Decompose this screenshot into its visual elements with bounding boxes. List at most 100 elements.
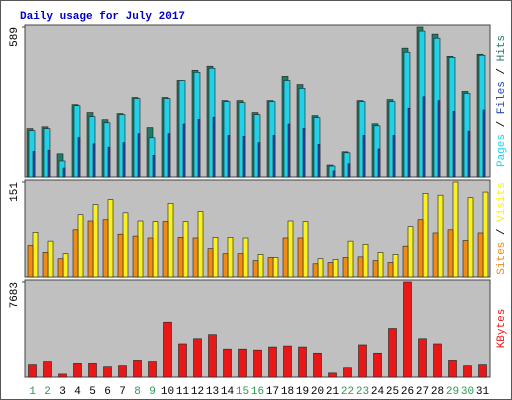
x-tick-label: 3	[59, 386, 66, 398]
bar	[152, 221, 159, 278]
bar	[297, 237, 304, 278]
legend-entry: Sites	[496, 242, 508, 275]
bar	[47, 240, 54, 278]
x-tick-label: 20	[311, 386, 324, 398]
bar	[422, 193, 429, 278]
bar	[252, 260, 259, 278]
bar	[388, 328, 397, 378]
x-tick-label: 13	[206, 386, 219, 398]
bar	[433, 343, 442, 378]
bar	[467, 197, 474, 278]
x-tick-label: 7	[119, 386, 126, 398]
bar	[197, 211, 204, 278]
bar	[328, 372, 337, 378]
bar	[267, 257, 274, 278]
bar	[452, 181, 459, 278]
bar	[437, 100, 441, 178]
legend-entry: Files	[496, 81, 508, 114]
x-tick-label: 4	[74, 386, 81, 398]
x-tick-label: 9	[149, 386, 156, 398]
bar	[477, 232, 484, 278]
legend-separator: /	[496, 222, 508, 242]
x-tick-label: 30	[461, 386, 474, 398]
bar	[92, 204, 99, 278]
bar	[417, 219, 424, 278]
x-tick-label: 15	[236, 386, 249, 398]
bar	[28, 364, 37, 378]
bar	[342, 257, 349, 278]
legend-entry: KBytes	[496, 309, 508, 349]
bar	[437, 194, 444, 278]
bar	[197, 119, 201, 178]
bar	[357, 256, 364, 278]
bar	[268, 346, 277, 378]
bar	[257, 142, 261, 178]
bar	[432, 232, 439, 278]
legend-entry: Pages	[496, 134, 508, 167]
bar	[463, 365, 472, 378]
x-tick-label: 6	[104, 386, 111, 398]
legend-entry: Visits	[496, 182, 508, 222]
bar	[32, 151, 36, 178]
bar	[222, 253, 229, 278]
bar	[282, 237, 289, 278]
legend-entry: Hits	[496, 35, 508, 61]
bar	[92, 143, 96, 178]
x-tick-label: 2	[44, 386, 51, 398]
bar	[107, 199, 114, 278]
x-tick-label: 27	[416, 386, 429, 398]
bar	[62, 253, 69, 278]
bar	[167, 133, 171, 178]
bar	[298, 346, 307, 378]
bar	[117, 233, 124, 278]
x-tick-label: 31	[476, 386, 490, 398]
x-tick-label: 19	[296, 386, 309, 398]
bar	[287, 123, 291, 178]
bar	[102, 219, 109, 278]
bar	[167, 203, 174, 278]
bar	[137, 220, 144, 278]
legend-separator: /	[496, 114, 508, 134]
bar	[358, 344, 367, 378]
legend: Pages / Files / Hits	[496, 35, 508, 167]
x-tick-label: 23	[356, 386, 369, 398]
bar	[227, 135, 231, 178]
x-tick-label: 25	[386, 386, 399, 398]
x-tick-label: 24	[371, 386, 385, 398]
bar	[87, 220, 94, 278]
bar	[223, 348, 232, 378]
bar	[272, 257, 279, 278]
bar	[133, 360, 142, 378]
x-tick-label: 28	[431, 386, 444, 398]
bar	[478, 364, 487, 378]
bar	[302, 221, 309, 278]
bar	[347, 240, 354, 278]
bar	[118, 365, 127, 378]
x-tick-label: 12	[191, 386, 204, 398]
bar	[447, 229, 454, 278]
bar	[362, 135, 366, 178]
bar	[482, 191, 489, 278]
bar	[212, 116, 216, 178]
bar	[42, 252, 49, 278]
bar	[343, 367, 352, 378]
bar	[227, 237, 234, 278]
bar	[287, 220, 294, 278]
x-tick-label: 8	[134, 386, 141, 398]
x-tick-label: 21	[326, 386, 340, 398]
bar	[107, 146, 111, 178]
chart-title: Daily usage for July 2017	[20, 11, 185, 23]
bar	[407, 107, 411, 178]
x-tick-label: 22	[341, 386, 354, 398]
bar	[182, 123, 186, 178]
bar	[373, 352, 382, 378]
bar	[77, 214, 84, 278]
bar	[392, 135, 396, 178]
bar	[212, 237, 219, 278]
legend: KBytes	[496, 309, 508, 349]
bar	[377, 252, 384, 278]
bar	[253, 349, 262, 378]
bar	[403, 281, 412, 378]
bar	[32, 232, 39, 278]
